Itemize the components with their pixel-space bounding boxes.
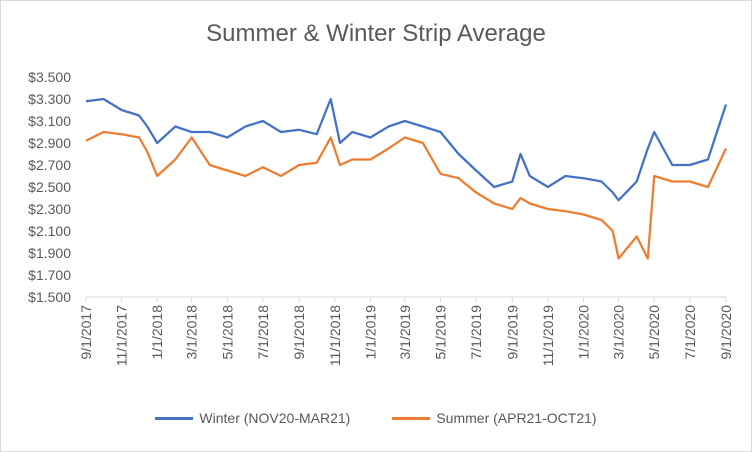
y-tick-label: $2.500 — [28, 179, 71, 195]
y-tick-label: $1.900 — [28, 245, 71, 261]
legend-label-winter: Winter (NOV20-MAR21) — [199, 410, 351, 426]
x-tick-label: 7/1/2019 — [468, 305, 484, 360]
y-tick-label: $1.500 — [28, 289, 71, 305]
legend-label-summer: Summer (APR21-OCT21) — [436, 410, 597, 426]
x-tick-label: 11/1/2017 — [114, 305, 130, 366]
x-tick-label: 3/1/2019 — [397, 305, 413, 360]
x-tick-label: 5/1/2019 — [432, 305, 448, 360]
x-tick-label: 7/1/2020 — [682, 305, 698, 360]
x-tick-label: 7/1/2018 — [255, 305, 271, 360]
y-tick-label: $2.300 — [28, 201, 71, 217]
x-tick-label: 9/1/2018 — [291, 305, 307, 360]
y-tick-label: $2.900 — [28, 135, 71, 151]
x-tick-label: 9/1/2020 — [718, 305, 734, 360]
y-tick-label: $1.700 — [28, 267, 71, 283]
y-tick-label: $3.500 — [28, 69, 71, 85]
y-tick-label: $2.100 — [28, 223, 71, 239]
series-lines — [85, 97, 728, 260]
x-tick-label: 11/1/2019 — [540, 305, 556, 366]
legend-swatch-winter — [155, 416, 194, 420]
y-axis: $1.500 $1.700 $1.900 $2.100 $2.300 $2.500 $2.7… — [28, 69, 71, 305]
chart-title: Summer & Winter Strip Average — [206, 20, 546, 47]
y-tick-label: $3.100 — [28, 113, 71, 129]
y-tick-label: $3.300 — [28, 91, 71, 107]
legend-item-winter: Winter (NOV20-MAR21) — [155, 410, 350, 426]
legend-swatch-summer — [392, 416, 431, 420]
x-tick-label: 1/1/2019 — [362, 305, 378, 360]
x-tick-label: 5/1/2018 — [219, 305, 235, 360]
series-line-winter — [85, 97, 728, 202]
x-tick-label: 9/1/2017 — [78, 305, 94, 360]
x-axis: 9/1/2017 11/1/2017 1/1/2018 3/1/2018 5/1/201… — [78, 296, 734, 366]
y-tick-label: $2.700 — [28, 157, 71, 173]
x-tick-label: 9/1/2019 — [504, 305, 520, 360]
legend: Winter (NOV20-MAR21) Summer (APR21-OCT21… — [0, 410, 752, 426]
x-tick-label: 3/1/2018 — [184, 305, 200, 360]
x-tick-label: 1/1/2018 — [149, 305, 165, 360]
legend-item-summer: Summer (APR21-OCT21) — [392, 410, 597, 426]
x-tick-label: 5/1/2020 — [646, 305, 662, 360]
series-line-summer — [85, 130, 728, 260]
x-tick-label: 11/1/2018 — [327, 305, 343, 366]
x-tick-label: 3/1/2020 — [611, 305, 627, 360]
x-tick-label: 1/1/2020 — [576, 305, 592, 360]
